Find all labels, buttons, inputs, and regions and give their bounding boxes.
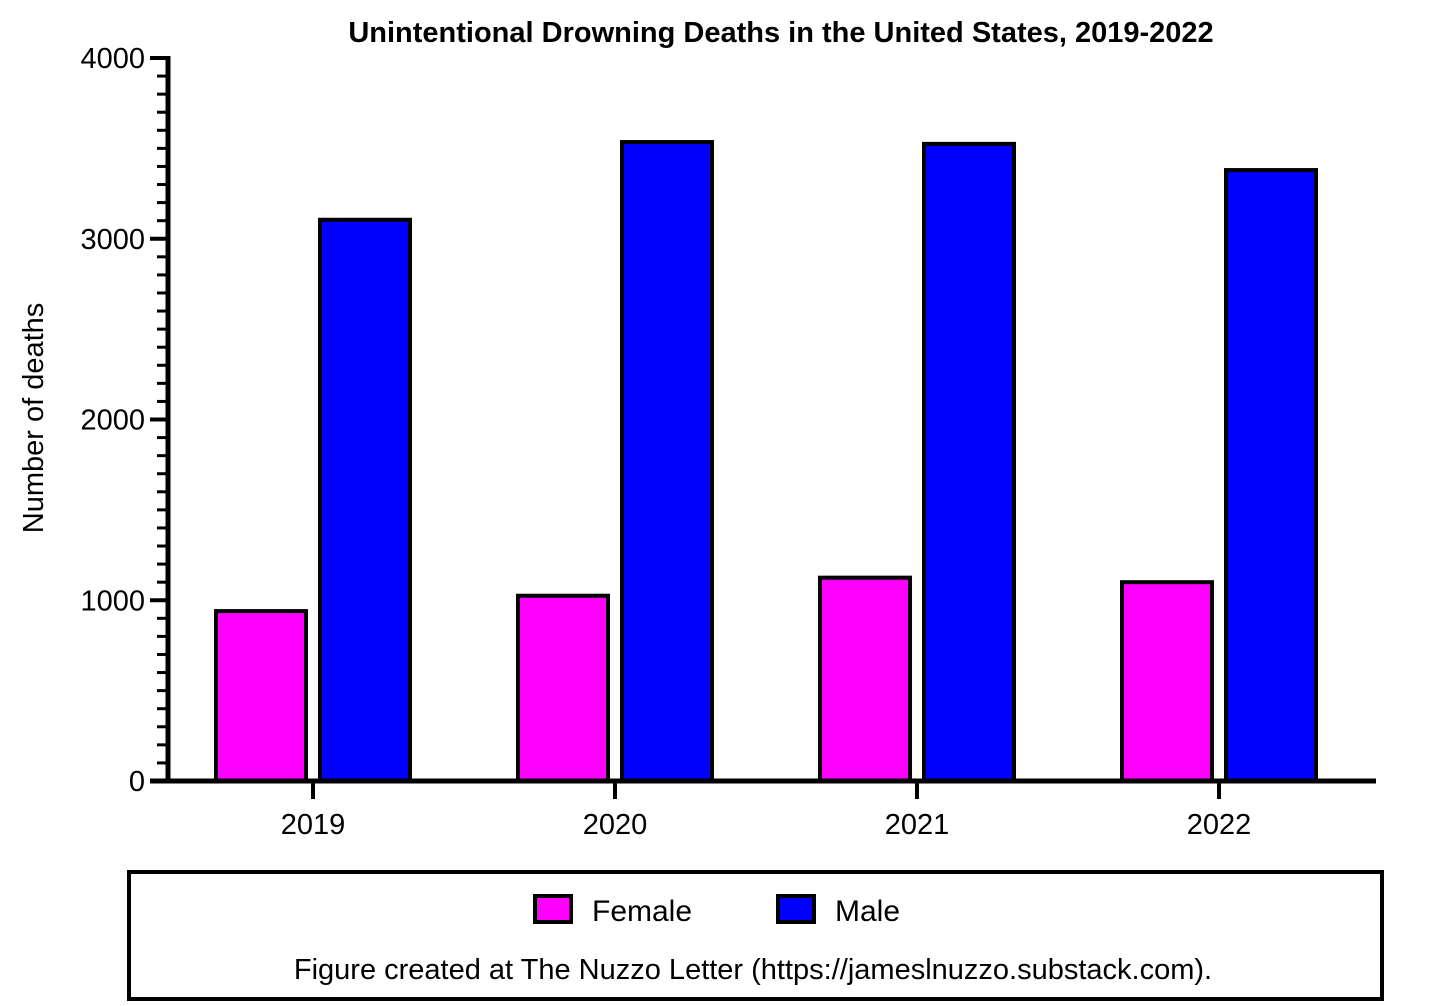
y-tick-label: 2000 xyxy=(80,405,145,437)
y-tick-label: 4000 xyxy=(80,43,145,75)
y-axis-label: Number of deaths xyxy=(18,303,50,534)
bar-female-2019 xyxy=(214,609,308,783)
x-tick-label: 2019 xyxy=(281,809,346,841)
y-axis-ticks: 0 1000 2000 3000 4000 xyxy=(80,43,168,798)
bar-male-2021 xyxy=(922,141,1016,783)
y-tick-label: 0 xyxy=(129,766,145,798)
bar-female-2022 xyxy=(1120,580,1214,783)
y-tick-label: 1000 xyxy=(80,585,145,617)
y-tick-label: 3000 xyxy=(80,224,145,256)
figure-caption: Figure created at The Nuzzo Letter (http… xyxy=(294,954,1212,986)
x-tick-label: 2022 xyxy=(1187,809,1252,841)
x-axis-ticks: 2019 2020 2021 2022 xyxy=(281,781,1252,841)
legend-swatch-male xyxy=(776,894,816,924)
legend-label-female: Female xyxy=(592,895,692,928)
x-tick-label: 2020 xyxy=(583,809,648,841)
legend-swatch-female xyxy=(533,894,573,924)
bar-male-2020 xyxy=(620,140,714,783)
legend-label-male: Male xyxy=(835,895,900,928)
x-tick-label: 2021 xyxy=(885,809,950,841)
bar-female-2020 xyxy=(516,593,610,784)
legend-box: Female Male Figure created at The Nuzzo … xyxy=(127,870,1384,1001)
chart-title: Unintentional Drowning Deaths in the Uni… xyxy=(348,17,1213,49)
bars xyxy=(214,140,1318,784)
bar-male-2022 xyxy=(1224,168,1318,783)
legend-frame xyxy=(127,870,1384,1001)
bar-female-2021 xyxy=(818,575,912,783)
bar-male-2019 xyxy=(318,217,412,784)
